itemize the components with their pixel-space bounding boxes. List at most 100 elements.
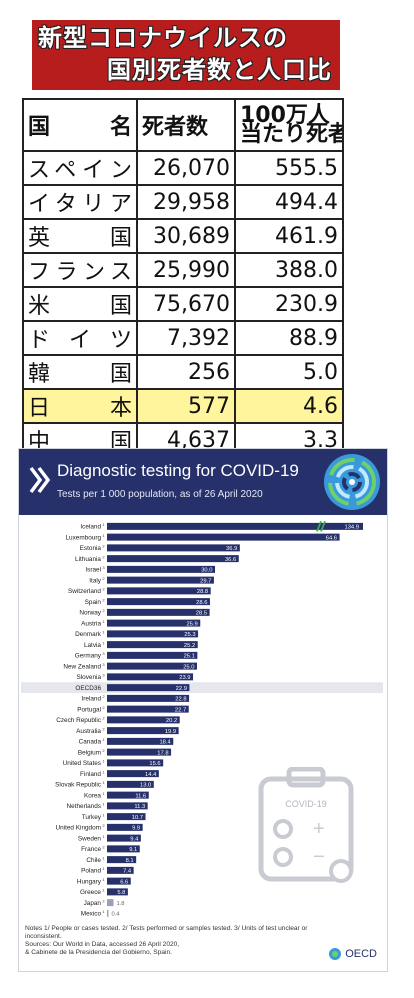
cell-deaths: 26,070 xyxy=(136,150,236,186)
footnote-mark: 1 xyxy=(102,619,105,624)
value-label: 20.2 xyxy=(166,718,177,724)
footnote-mark: 1 xyxy=(102,737,105,742)
bar xyxy=(107,759,164,767)
sources-line-2: & Cabinete de la Presidencia del Gobiern… xyxy=(25,949,172,956)
footnote-mark: 1 xyxy=(102,791,105,796)
footnote-mark: 2 xyxy=(102,544,105,549)
category-label: Belgium xyxy=(78,749,101,756)
category-label: Slovenia xyxy=(76,674,101,681)
value-label: 13.0 xyxy=(140,783,151,789)
covid-label: COVID-19 xyxy=(285,799,327,809)
value-label: 28.6 xyxy=(196,600,207,606)
value-label: 22.9 xyxy=(176,686,187,692)
table-row: 韓 国 256 5.0 xyxy=(22,354,344,390)
value-label: 9.1 xyxy=(129,847,137,853)
cell-per-million: 88.9 xyxy=(234,320,344,356)
cell-deaths: 577 xyxy=(136,388,236,424)
category-label: Greece xyxy=(80,889,101,896)
table-row: イタリア 29,958 494.4 xyxy=(22,184,344,220)
bar xyxy=(107,641,198,649)
value-label: 29.7 xyxy=(200,578,211,584)
cell-country: 米 国 xyxy=(22,286,138,322)
value-label: 8.1 xyxy=(126,858,134,864)
value-label: 6.6 xyxy=(120,879,128,885)
bar xyxy=(107,823,143,831)
bar xyxy=(107,780,154,788)
table-row: 日 本 577 4.6 xyxy=(22,388,344,424)
footnote-mark: 1 xyxy=(102,834,105,839)
category-label: Iceland xyxy=(80,524,101,531)
category-label: Korea xyxy=(84,792,101,799)
value-label: 25.0 xyxy=(183,664,194,670)
bar xyxy=(107,748,172,756)
value-label: 23.9 xyxy=(179,675,190,681)
category-label: Latvia xyxy=(84,642,101,649)
bar xyxy=(107,576,214,584)
cell-country: ドイツ xyxy=(22,320,138,356)
value-label: 1.8 xyxy=(116,901,124,907)
oecd-spiral-logo-icon xyxy=(324,454,380,510)
chevron-right-icon xyxy=(29,466,51,494)
bar xyxy=(107,694,190,702)
footnote-mark: 1 xyxy=(102,888,105,893)
footnote-mark: 2 xyxy=(102,705,105,710)
cell-country: フランス xyxy=(22,252,138,288)
value-label: 134.9 xyxy=(344,525,359,531)
cell-per-million: 388.0 xyxy=(234,252,344,288)
value-label: 25.2 xyxy=(184,643,195,649)
cell-deaths: 256 xyxy=(136,354,236,390)
footnote-mark: 2 xyxy=(102,716,105,721)
category-label: Turkey xyxy=(82,814,102,821)
header-per-million-line1: 100万人 xyxy=(240,103,330,128)
value-label: 10.7 xyxy=(132,815,143,821)
chart-header: Diagnostic testing for COVID-19 Tests pe… xyxy=(19,449,387,515)
bar xyxy=(107,522,363,530)
footnote-mark: 3 xyxy=(102,673,105,678)
cell-country: 日 本 xyxy=(22,388,138,424)
value-label: 22.8 xyxy=(175,697,186,703)
category-label: OECD36 xyxy=(75,685,101,692)
bar xyxy=(107,909,109,917)
category-label: Switzerland xyxy=(68,588,101,595)
header-country: 国 名 xyxy=(22,98,138,152)
bar xyxy=(107,608,210,616)
footnote-mark: 1 xyxy=(102,759,105,764)
header-per-million: 100万人 当たり死者 xyxy=(234,98,344,152)
value-label: 17.8 xyxy=(157,750,168,756)
bar xyxy=(107,587,211,595)
category-label: Portugal xyxy=(77,706,101,713)
category-label: Sweden xyxy=(78,835,102,842)
value-label: 9.4 xyxy=(130,836,139,842)
chart-title: Diagnostic testing for COVID-19 xyxy=(57,461,299,480)
value-label: 22.7 xyxy=(175,707,186,713)
value-label: 5.8 xyxy=(117,890,125,896)
footnote-mark: 1 xyxy=(102,802,105,807)
value-label: 25.3 xyxy=(184,632,195,638)
category-label: Mexico xyxy=(81,911,102,918)
cell-deaths: 7,392 xyxy=(136,320,236,356)
value-label: 14.4 xyxy=(145,772,157,778)
value-label: 15.6 xyxy=(149,761,160,767)
value-label: 9.9 xyxy=(132,826,140,832)
bar xyxy=(107,888,128,896)
footnote-mark: 2 xyxy=(102,898,105,903)
axis-break-mark xyxy=(316,521,326,532)
footnote-mark: 1 xyxy=(102,855,105,860)
cell-deaths: 25,990 xyxy=(136,252,236,288)
table-row: ドイツ 7,392 88.9 xyxy=(22,320,344,356)
category-label: Chile xyxy=(86,857,101,864)
value-label: 0.4 xyxy=(111,912,120,918)
cell-country: スペイン xyxy=(22,150,138,186)
covid-test-clipboard-icon: COVID-19 + − xyxy=(258,767,354,883)
category-label: Poland xyxy=(81,868,101,875)
oecd-brand: OECD xyxy=(328,947,377,961)
bar xyxy=(107,866,134,874)
footnote-mark: 3 xyxy=(102,565,105,570)
footnote-mark: 2 xyxy=(102,726,105,731)
category-label: Denmark xyxy=(75,631,102,638)
value-label: 11.6 xyxy=(135,793,146,799)
bar xyxy=(107,565,215,573)
header-per-million-line2: 当たり死者 xyxy=(240,122,343,147)
bar xyxy=(107,727,179,735)
cell-deaths: 75,670 xyxy=(136,286,236,322)
